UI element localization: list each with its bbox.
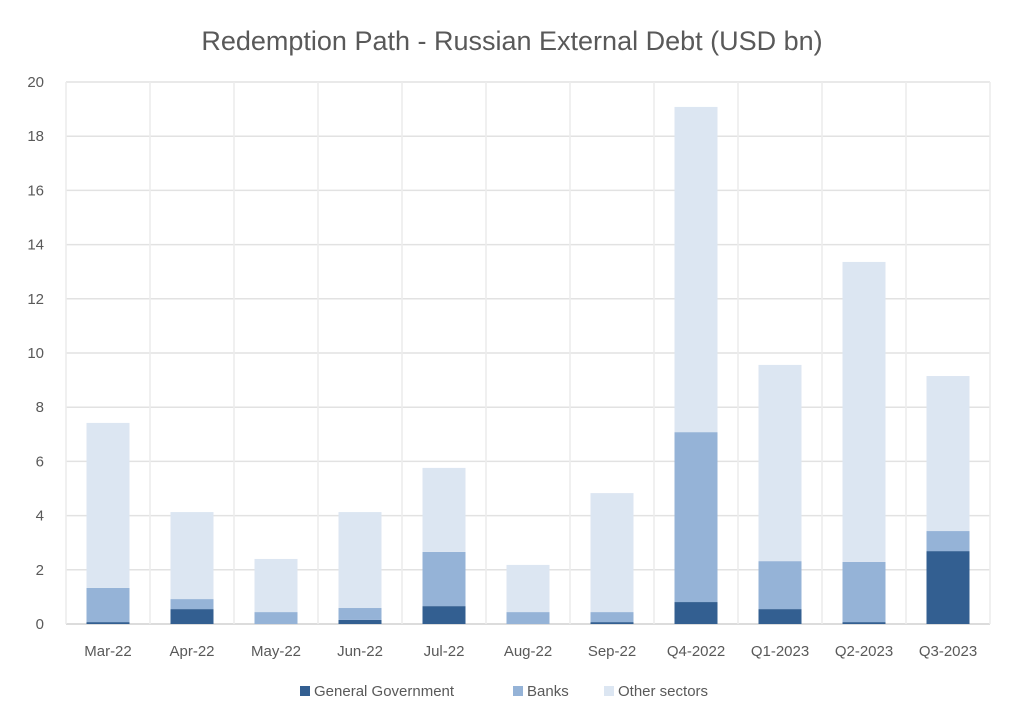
y-tick-label: 4 — [36, 508, 44, 525]
bar-banks-q3-2023 — [926, 531, 970, 552]
bar-other-sectors-jun-22 — [338, 512, 382, 609]
bar-banks-aug-22 — [506, 612, 550, 624]
bar-other-sectors-mar-22 — [86, 422, 130, 588]
legend-label: Banks — [527, 683, 569, 700]
legend-label: Other sectors — [618, 683, 708, 700]
legend-swatch — [300, 686, 310, 696]
chart-title: Redemption Path - Russian External Debt … — [201, 26, 822, 56]
bar-general-government-q2-2023 — [842, 622, 886, 624]
x-tick-label: Jun-22 — [337, 643, 383, 660]
y-tick-label: 14 — [27, 237, 44, 254]
bar-banks-jun-22 — [338, 608, 382, 620]
x-tick-label: Q1-2023 — [751, 643, 809, 660]
bar-banks-mar-22 — [86, 587, 130, 623]
y-tick-label: 18 — [27, 128, 44, 145]
x-tick-label: Mar-22 — [84, 643, 132, 660]
bar-other-sectors-q1-2023 — [758, 364, 802, 562]
y-tick-label: 16 — [27, 182, 44, 199]
bar-banks-sep-22 — [590, 612, 634, 623]
bar-general-government-q4-2022 — [674, 602, 718, 624]
legend-label: General Government — [314, 683, 455, 700]
x-tick-label: Q2-2023 — [835, 643, 893, 660]
x-tick-label: Apr-22 — [169, 643, 214, 660]
y-tick-label: 6 — [36, 453, 44, 470]
y-tick-label: 2 — [36, 562, 44, 579]
bar-general-government-jul-22 — [422, 606, 466, 624]
bar-other-sectors-q2-2023 — [842, 261, 886, 562]
bar-banks-q2-2023 — [842, 561, 886, 623]
y-tick-label: 8 — [36, 399, 44, 416]
bar-other-sectors-q3-2023 — [926, 376, 970, 532]
x-tick-label: Q4-2022 — [667, 643, 725, 660]
gridlines — [65, 81, 991, 625]
bar-general-government-jun-22 — [338, 619, 382, 624]
bar-general-government-q3-2023 — [926, 551, 970, 624]
x-tick-label: Jul-22 — [424, 643, 465, 660]
x-tick-label: May-22 — [251, 643, 301, 660]
x-tick-label: Q3-2023 — [919, 643, 977, 660]
bar-other-sectors-aug-22 — [506, 564, 550, 613]
x-tick-label: Aug-22 — [504, 643, 552, 660]
bar-general-government-mar-22 — [86, 622, 130, 624]
y-tick-label: 12 — [27, 291, 44, 308]
bar-banks-q1-2023 — [758, 561, 802, 610]
bar-banks-may-22 — [254, 612, 298, 624]
bar-banks-q4-2022 — [674, 432, 718, 603]
bar-other-sectors-jul-22 — [422, 467, 466, 552]
bar-other-sectors-may-22 — [254, 558, 298, 613]
y-tick-label: 10 — [27, 345, 44, 362]
bar-banks-jul-22 — [422, 551, 466, 607]
y-tick-label: 20 — [27, 74, 44, 91]
bar-general-government-sep-22 — [590, 622, 634, 624]
bar-general-government-apr-22 — [170, 609, 214, 624]
x-tick-label: Sep-22 — [588, 643, 636, 660]
axes: 0 2 4 6 8 10 12 14 16 18 20 Mar-22 Apr-22 May-22 Jun-2… — [27, 74, 977, 660]
bar-banks-apr-22 — [170, 599, 214, 610]
bars — [86, 106, 970, 624]
bar-other-sectors-q4-2022 — [674, 106, 718, 433]
bar-other-sectors-sep-22 — [590, 493, 634, 613]
legend: General Government Banks Other sectors — [300, 683, 708, 700]
legend-swatch — [513, 686, 523, 696]
y-tick-label: 0 — [36, 616, 44, 633]
bar-general-government-q1-2023 — [758, 609, 802, 624]
bar-other-sectors-apr-22 — [170, 512, 214, 600]
legend-swatch — [604, 686, 614, 696]
